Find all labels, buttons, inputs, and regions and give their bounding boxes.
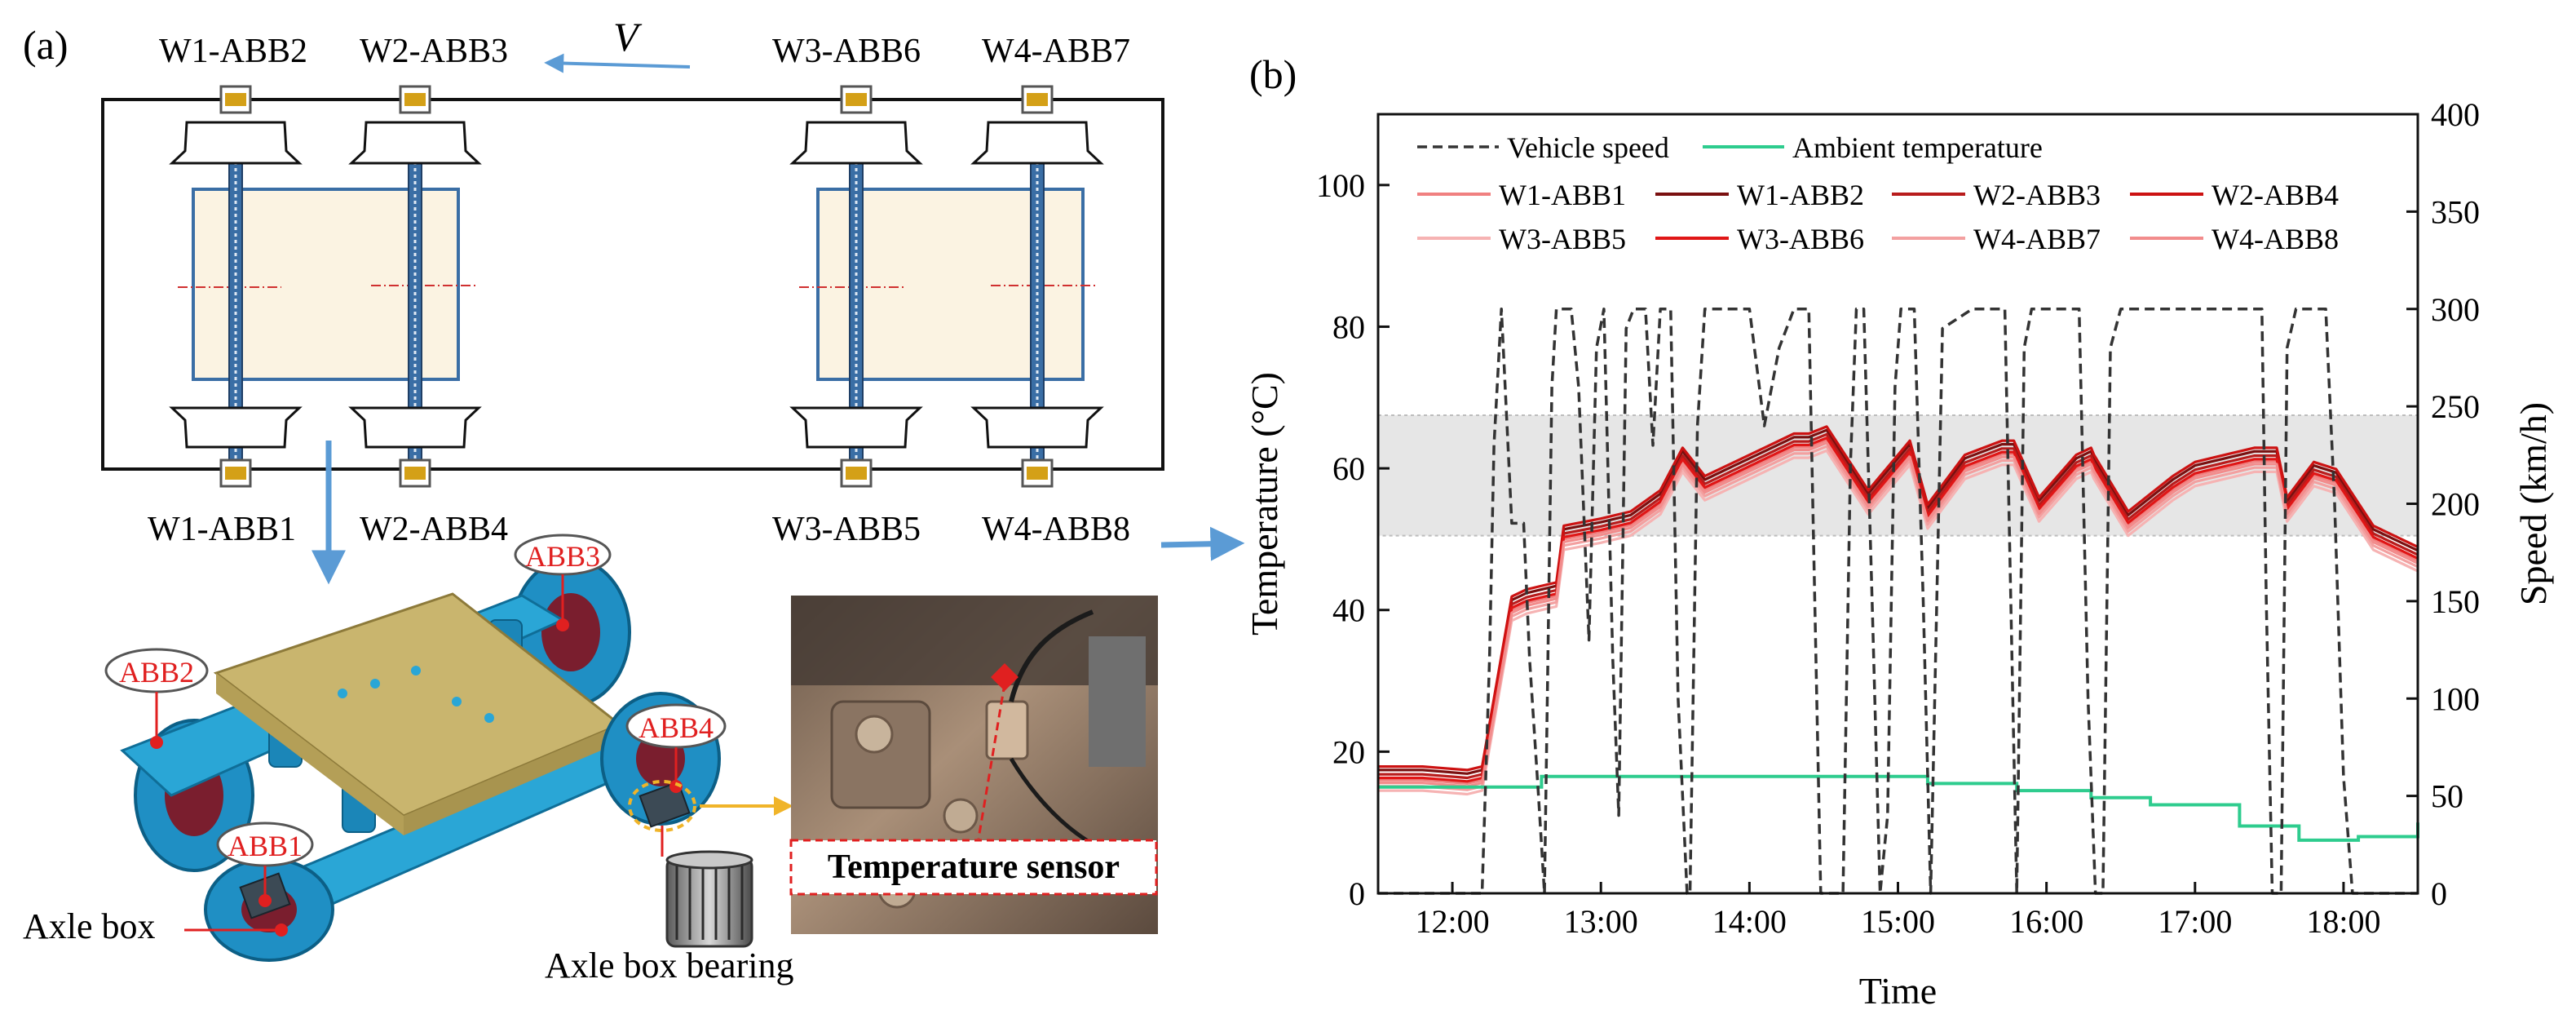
wheelset-w3: [789, 85, 923, 488]
y-axis-label: Temperature (°C): [1244, 372, 1285, 636]
bearing-icon: [665, 850, 753, 948]
panel-b-label: (b): [1249, 51, 1297, 97]
wheelset-w2: [348, 85, 482, 488]
legend-label-w1-abb1: W1-ABB1: [1499, 179, 1626, 211]
wheelset-w1: [169, 85, 303, 488]
legend-label-w4-abb7: W4-ABB7: [1973, 223, 2101, 255]
y2-axis-label: Speed (km/h): [2512, 402, 2554, 605]
axle-box-dot: [275, 923, 288, 937]
bearing-label-w3-abb5: W3-ABB5: [772, 511, 921, 548]
arrow-to-chart: [1160, 526, 1245, 561]
x-tick-label: 13:00: [1564, 903, 1638, 940]
y-tick-label: 0: [1349, 875, 1365, 912]
x-tick-label: 16:00: [2009, 903, 2083, 940]
sensor-label: Temperature sensor: [828, 848, 1120, 886]
x-tick-label: 12:00: [1416, 903, 1490, 940]
y-tick-label: 80: [1332, 308, 1365, 345]
bearing-label-w4-abb7: W4-ABB7: [982, 33, 1130, 70]
y2-tick-label: 150: [2431, 583, 2480, 620]
y2-tick-label: 300: [2431, 291, 2480, 328]
legend-label-w4-abb8: W4-ABB8: [2211, 223, 2339, 255]
y2-tick-label: 350: [2431, 193, 2480, 230]
sensor-label-box: [789, 839, 1158, 896]
x-tick-label: 14:00: [1712, 903, 1787, 940]
x-tick-label: 18:00: [2306, 903, 2380, 940]
svg-text:ABB4: ABB4: [638, 711, 714, 744]
bearing-label-w1-abb2: W1-ABB2: [159, 33, 307, 70]
axle-box-label: Axle box: [23, 906, 156, 946]
y-tick-label: 100: [1316, 167, 1365, 204]
y2-tick-label: 400: [2431, 96, 2480, 133]
legend-label-ambient-temperature: Ambient temperature: [1792, 131, 2043, 164]
bogie-illustration: [120, 557, 721, 962]
sensor-pointer: [977, 683, 1006, 839]
x-tick-label: 17:00: [2158, 903, 2232, 940]
bearing-label-w2-abb3: W2-ABB3: [360, 33, 508, 70]
legend-label-w1-abb2: W1-ABB2: [1737, 179, 1864, 211]
legend-label-w3-abb6: W3-ABB6: [1737, 223, 1864, 255]
vehicle-speed-line: [1378, 308, 2418, 895]
sensor-marker: [991, 663, 1018, 691]
bearing-label-w2-abb4: W2-ABB4: [360, 511, 508, 548]
y2-tick-label: 100: [2431, 680, 2480, 717]
y-tick-label: 40: [1332, 592, 1365, 629]
svg-text:ABB3: ABB3: [525, 540, 600, 573]
panel-a-label: (a): [23, 22, 68, 68]
velocity-arrow: [544, 53, 691, 73]
y2-tick-label: 0: [2431, 875, 2447, 912]
legend-label-w2-abb4: W2-ABB4: [2211, 179, 2339, 211]
svg-text:ABB2: ABB2: [119, 656, 194, 689]
car-body-outline: [101, 98, 1164, 471]
bearing-highlight: [628, 780, 696, 832]
callout-abb1: ABB1: [216, 822, 314, 907]
y2-tick-label: 200: [2431, 486, 2480, 523]
bearing-label-w3-abb6: W3-ABB6: [772, 33, 921, 70]
bearing-label-w4-abb8: W4-ABB8: [982, 511, 1130, 548]
wheelset-w4: [970, 85, 1104, 488]
temperature-chart: 12:00 13:00 14:00 15:00 16:00 17:00 18:00 0 20 40…: [1244, 96, 2554, 1012]
y-tick-label: 20: [1332, 733, 1365, 770]
axle-box-bearing-label: Axle box bearing: [545, 946, 793, 985]
callout-abb2: ABB2: [104, 648, 209, 749]
y2-tick-label: 50: [2431, 778, 2463, 815]
legend-label-w2-abb3: W2-ABB3: [1973, 179, 2101, 211]
x-tick-label: 15:00: [1861, 903, 1935, 940]
callout-abb3: ABB3: [514, 534, 612, 631]
callout-abb4: ABB4: [625, 703, 727, 793]
x-axis-label: Time: [1859, 970, 1937, 1012]
y-tick-label: 60: [1332, 450, 1365, 487]
y2-tick-label: 250: [2431, 388, 2480, 425]
legend-label-vehicle-speed: Vehicle speed: [1507, 131, 1669, 164]
legend-label-w3-abb5: W3-ABB5: [1499, 223, 1626, 255]
bearing-label-w1-abb1: W1-ABB1: [148, 511, 296, 548]
svg-text:ABB1: ABB1: [228, 830, 303, 862]
ambient-temperature-line: [1378, 774, 2419, 842]
velocity-label: V: [613, 14, 643, 60]
